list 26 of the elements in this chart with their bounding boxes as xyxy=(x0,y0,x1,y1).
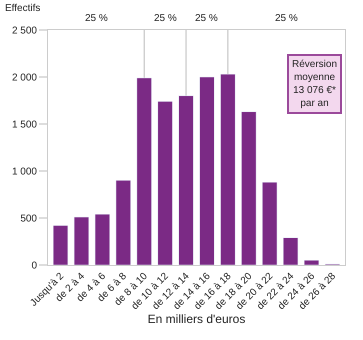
bar xyxy=(241,112,256,265)
bar xyxy=(262,182,278,265)
bar xyxy=(178,96,194,265)
bar xyxy=(283,237,298,265)
bar xyxy=(94,214,110,265)
y-tick-label: 1 000 xyxy=(12,166,38,178)
bar xyxy=(74,216,90,265)
text: 25 % xyxy=(154,13,177,24)
bar xyxy=(52,225,68,265)
y-tick-label: 1 500 xyxy=(12,120,38,130)
bar xyxy=(220,74,236,265)
annotation: Réversion moyenne 13 076 €* par an xyxy=(292,59,338,109)
x-axis-title: En milliers d'euros xyxy=(148,312,246,326)
y-tick-label: 2 000 xyxy=(12,72,38,84)
text: 25 % xyxy=(85,13,108,24)
bar xyxy=(136,78,152,265)
y-axis-title: Effectifs xyxy=(5,3,40,14)
text: 25 % xyxy=(195,13,218,24)
y-tick-label: 0 xyxy=(31,260,38,272)
bar xyxy=(199,76,215,265)
y-tick-label: 500 xyxy=(20,214,38,224)
text: 25 % xyxy=(275,13,298,24)
bar xyxy=(158,101,173,265)
bar xyxy=(116,180,131,265)
y-tick-label: 2 500 xyxy=(12,26,38,36)
bar xyxy=(304,260,320,265)
